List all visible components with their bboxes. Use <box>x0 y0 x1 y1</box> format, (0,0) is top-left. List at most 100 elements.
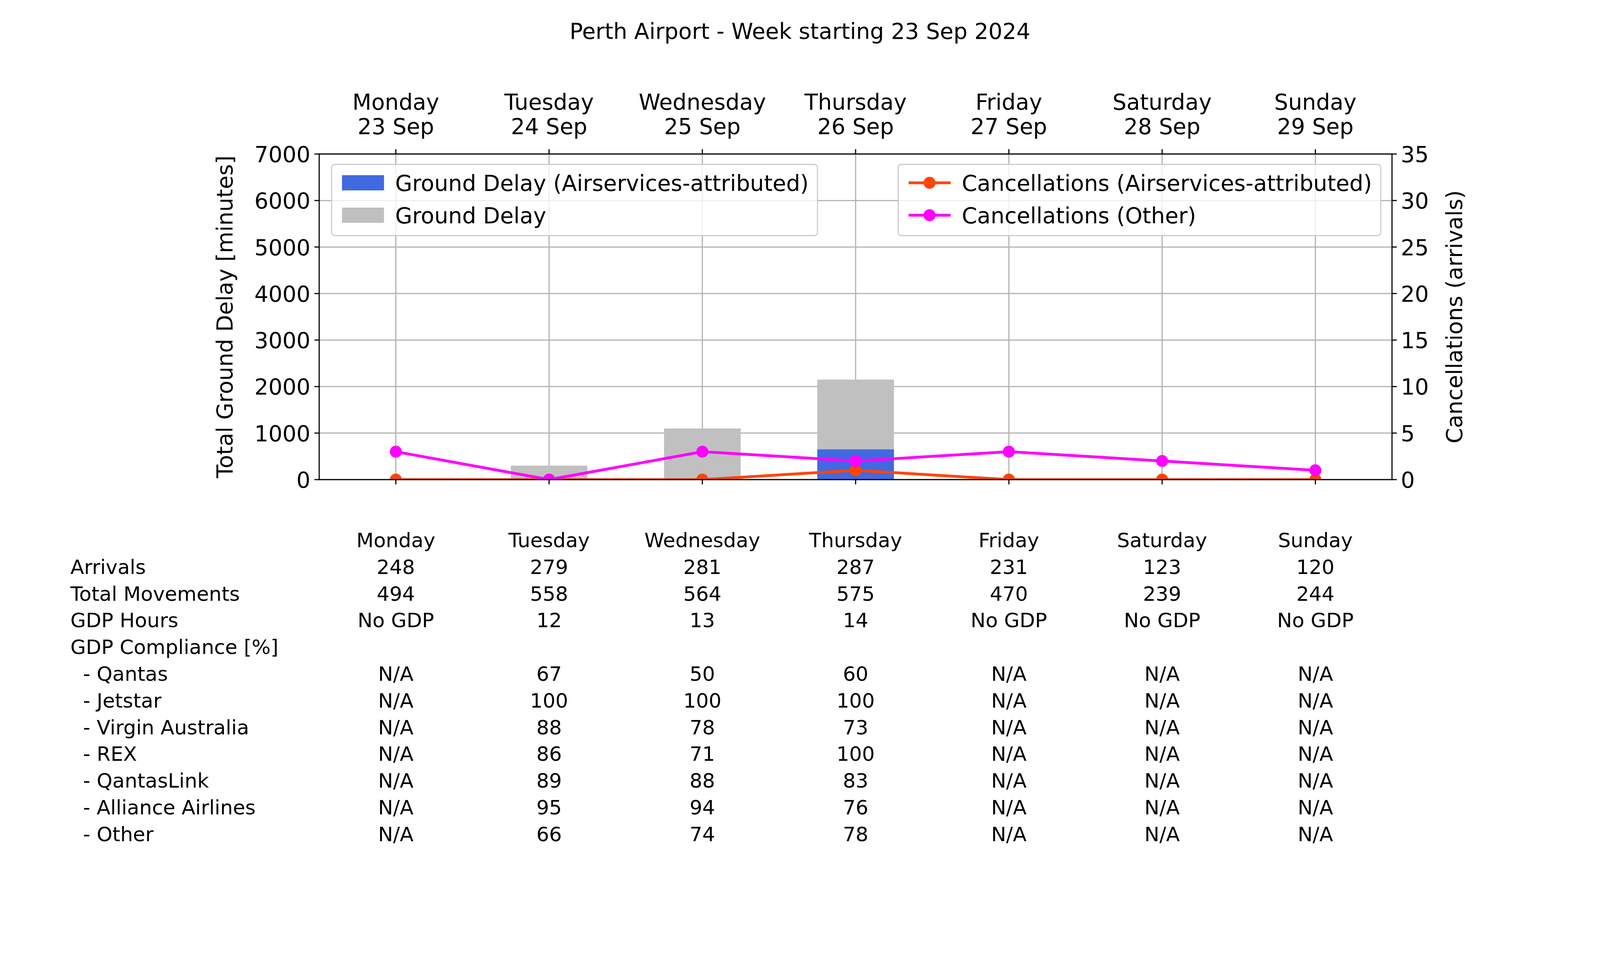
legend-swatch <box>342 175 384 191</box>
background <box>0 0 1600 960</box>
tick-label: 3000 <box>254 327 311 354</box>
table-cell: 76 <box>842 796 869 820</box>
table-cell: No GDP <box>970 608 1047 632</box>
table-cell: 558 <box>530 582 568 606</box>
table-cell: 66 <box>536 822 562 846</box>
tick <box>1008 479 1010 485</box>
tick-label: 5000 <box>254 234 311 261</box>
tick-label: 4000 <box>254 281 311 307</box>
marker <box>696 473 709 480</box>
axes: 0100020003000400050006000700005101520253… <box>254 89 1429 493</box>
tick <box>314 153 320 155</box>
tick <box>1392 246 1397 248</box>
category-label-line: Wednesday <box>638 89 766 115</box>
bar <box>817 379 894 480</box>
table-cell: N/A <box>1144 822 1180 846</box>
tick-label: 30 <box>1400 188 1429 214</box>
table-cell: 244 <box>1296 582 1335 606</box>
table-cell: N/A <box>1297 822 1333 846</box>
table-cell: N/A <box>991 689 1027 713</box>
legend-label: Ground Delay (Airservices-attributed) <box>395 170 809 196</box>
tick <box>1392 386 1397 388</box>
table-cell: N/A <box>378 822 414 846</box>
table-cell: N/A <box>1144 796 1180 820</box>
table-cell: 100 <box>836 689 875 713</box>
tick <box>1161 149 1163 154</box>
table-row-label: - REX <box>70 742 137 766</box>
legend-swatch <box>342 207 384 223</box>
table-header: Wednesday <box>644 528 760 552</box>
table-cell: 78 <box>689 716 716 740</box>
table-row-label: Total Movements <box>70 582 240 606</box>
tick-label: 25 <box>1400 234 1429 261</box>
table-cell: 83 <box>842 769 869 793</box>
table-cell: N/A <box>378 689 414 713</box>
table-cell: 60 <box>842 662 869 686</box>
table-cell: N/A <box>1297 796 1333 820</box>
table-cell: 470 <box>989 582 1028 606</box>
tick-label: 6000 <box>254 188 311 214</box>
table-cell: 564 <box>683 582 722 606</box>
category-label-line: Tuesday <box>504 89 594 115</box>
table-cell: 100 <box>683 689 722 713</box>
marker <box>1309 464 1322 477</box>
table-cell: N/A <box>1297 716 1333 740</box>
category-label: Tuesday24 Sep <box>504 89 594 140</box>
category-label-line: Saturday <box>1112 89 1212 115</box>
table-cell: 239 <box>1143 582 1182 606</box>
tick <box>855 479 857 485</box>
table-cell: N/A <box>1297 742 1333 766</box>
category-label-line: 26 Sep <box>817 113 894 140</box>
table-cell: 231 <box>989 555 1028 579</box>
tick <box>314 292 320 294</box>
table-cell: 71 <box>689 742 716 766</box>
marker <box>1156 454 1168 467</box>
table-cell: 94 <box>689 796 716 820</box>
category-label-line: 27 Sep <box>970 113 1048 140</box>
category-label-line: 29 Sep <box>1277 113 1354 140</box>
tick <box>1392 153 1397 155</box>
table-cell: 74 <box>689 822 716 846</box>
table-row-label: GDP Compliance [%] <box>70 635 279 659</box>
category-label: Friday27 Sep <box>970 89 1048 140</box>
tick <box>314 246 320 248</box>
legend-marker <box>923 176 936 189</box>
marker <box>849 454 862 467</box>
legend-label: Cancellations (Airservices-attributed) <box>961 170 1372 196</box>
table-cell: 88 <box>536 716 562 740</box>
table-header: Sunday <box>1278 528 1353 552</box>
table-cell: N/A <box>1144 689 1180 713</box>
table-cell: N/A <box>1297 769 1333 793</box>
table-cell: N/A <box>378 742 414 766</box>
table-cell: 100 <box>836 742 875 766</box>
table-cell: 281 <box>683 555 722 579</box>
axis-label: Cancellations (arrivals) <box>1441 190 1468 444</box>
tick <box>314 339 320 341</box>
legend-box <box>898 164 1381 236</box>
table-cell: No GDP <box>357 608 434 632</box>
tick-label: 7000 <box>254 141 311 168</box>
table-cell: N/A <box>991 742 1027 766</box>
table-cell: 120 <box>1296 555 1335 579</box>
tick-label: 15 <box>1400 327 1429 354</box>
table-cell: 14 <box>842 608 869 632</box>
table-cell: 13 <box>689 608 716 632</box>
marks <box>390 379 1322 480</box>
tick <box>395 479 397 485</box>
tick-label: 0 <box>1400 467 1415 493</box>
legend-box <box>331 164 818 236</box>
category-label-line: 28 Sep <box>1124 113 1201 140</box>
tick <box>1161 479 1163 485</box>
tick <box>1008 149 1010 154</box>
category-label: Wednesday25 Sep <box>638 89 766 140</box>
tick <box>701 149 703 154</box>
tick <box>1392 292 1397 294</box>
table-header: Saturday <box>1117 528 1208 552</box>
category-label-line: Thursday <box>804 89 907 115</box>
table-cell: 78 <box>842 822 869 846</box>
axis-label: Total Ground Delay [minutes] <box>212 155 238 479</box>
table-cell: N/A <box>378 716 414 740</box>
table-cell: 95 <box>536 796 562 820</box>
legend-label: Ground Delay <box>395 202 547 229</box>
tick <box>855 149 857 154</box>
